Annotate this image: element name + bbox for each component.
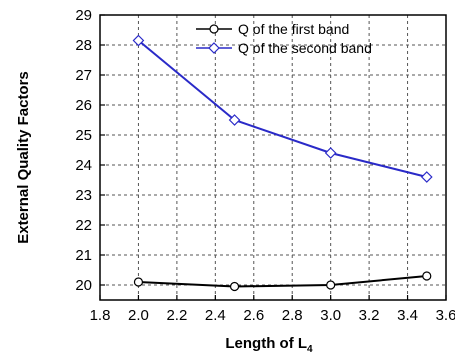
series-group — [132, 34, 433, 292]
legend-marker — [209, 24, 219, 34]
grid — [99, 14, 447, 300]
legend: Q of the first band Q of the second band — [196, 21, 372, 56]
x-tick-label: 2.8 — [282, 307, 303, 324]
y-tick-label: 25 — [75, 127, 92, 144]
x-axis-label-main: Length of L — [225, 335, 307, 352]
x-axis-label: Length of L4 — [225, 335, 313, 355]
plot-frame — [99, 14, 447, 301]
series-1-point — [422, 271, 432, 281]
x-axis-label-subscript: 4 — [307, 344, 313, 355]
series-1 — [133, 271, 432, 292]
x-tick-label: 3.6 — [436, 307, 455, 324]
series-2-point — [228, 114, 241, 126]
y-tick-label: 27 — [75, 67, 92, 84]
y-tick-label: 23 — [75, 187, 92, 204]
series-2-line — [137, 39, 428, 178]
y-tick-label: 22 — [75, 217, 92, 234]
axis-ticks: 1.8 2.0 2.2 2.4 2.6 2.8 3.0 3.2 3.4 3.6 20 21 22 23 24… — [75, 7, 455, 324]
y-tick-label: 21 — [75, 247, 92, 264]
series-1-line — [138, 275, 427, 288]
x-tick-label: 2.0 — [128, 307, 149, 324]
series-2-point — [420, 171, 433, 183]
x-tick-label: 2.6 — [243, 307, 264, 324]
y-tick-label: 29 — [75, 7, 92, 24]
series-1-point — [229, 281, 240, 292]
y-tick-label: 28 — [75, 37, 92, 54]
legend-entry: Q of the first band — [238, 21, 349, 37]
legend-marker — [208, 42, 220, 54]
x-tick-label: 3.4 — [397, 307, 418, 324]
y-tick-label: 24 — [75, 157, 92, 174]
y-axis-label: External Quality Factors — [15, 71, 32, 244]
series-1-point — [326, 280, 336, 290]
series-2-point — [132, 34, 145, 47]
series-2 — [132, 34, 433, 183]
x-tick-label: 2.4 — [205, 307, 226, 324]
x-tick-label: 2.2 — [166, 307, 187, 324]
series-2-point — [324, 147, 337, 159]
series-1-point — [133, 277, 144, 287]
x-tick-label: 1.8 — [90, 307, 111, 324]
x-tick-label: 3.0 — [320, 307, 341, 324]
y-tick-label: 26 — [75, 97, 92, 114]
x-tick-label: 3.2 — [359, 307, 380, 324]
y-tick-label: 20 — [75, 277, 92, 294]
legend-entry: Q of the second band — [238, 40, 372, 56]
